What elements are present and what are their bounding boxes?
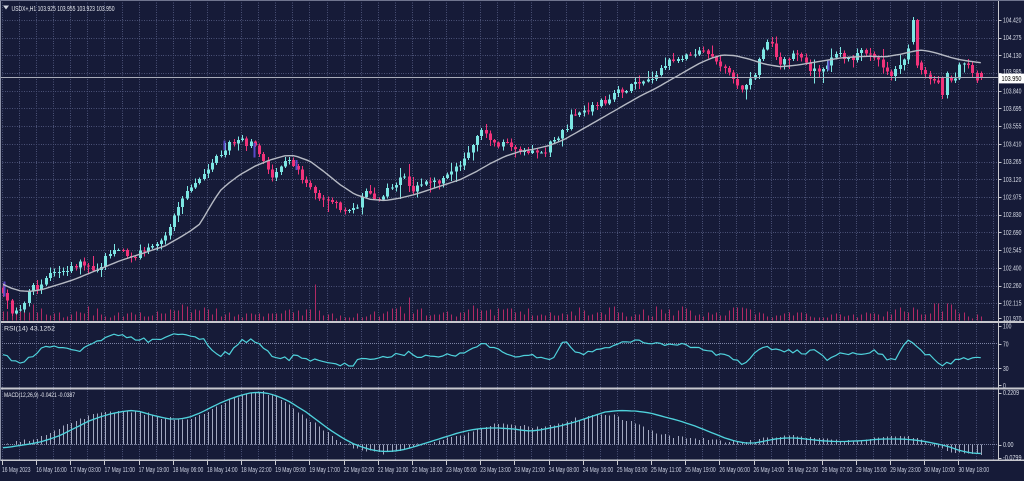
svg-text:104.420: 104.420 — [1003, 18, 1022, 25]
svg-text:103.555: 103.555 — [1003, 124, 1022, 131]
svg-text:104.130: 104.130 — [1003, 53, 1022, 60]
svg-text:102.400: 102.400 — [1003, 265, 1022, 272]
svg-text:17 May 03:00: 17 May 03:00 — [70, 467, 101, 474]
svg-text:70: 70 — [1003, 341, 1009, 348]
svg-text:104.275: 104.275 — [1003, 35, 1022, 42]
svg-text:0.00: 0.00 — [1003, 442, 1014, 449]
svg-text:RSI(14) 43.1252: RSI(14) 43.1252 — [4, 326, 55, 333]
svg-text:18 May 06:00: 18 May 06:00 — [173, 467, 204, 474]
svg-text:103.840: 103.840 — [1003, 88, 1022, 95]
svg-text:MACD(12,26,9) -0.0421 -0.0387: MACD(12,26,9) -0.0421 -0.0387 — [4, 392, 75, 399]
svg-text:100: 100 — [1003, 324, 1011, 331]
svg-text:24 May 08:00: 24 May 08:00 — [549, 467, 580, 474]
svg-text:23 May 13:00: 23 May 13:00 — [480, 467, 511, 474]
svg-text:103.410: 103.410 — [1003, 141, 1022, 148]
svg-text:29 May 23:00: 29 May 23:00 — [890, 467, 921, 474]
svg-text:103.695: 103.695 — [1003, 106, 1022, 113]
svg-text:103.950: 103.950 — [1002, 76, 1022, 83]
svg-text:18 May 22:00: 18 May 22:00 — [241, 467, 272, 474]
svg-text:29 May 15:00: 29 May 15:00 — [856, 467, 887, 474]
svg-text:23 May 21:00: 23 May 21:00 — [514, 467, 545, 474]
svg-text:22 May 10:00: 22 May 10:00 — [378, 467, 409, 474]
svg-text:22 May 02:00: 22 May 02:00 — [344, 467, 375, 474]
svg-text:USDX+,H1 103.925 103.955 103.9: USDX+,H1 103.925 103.955 103.923 103.950 — [12, 4, 115, 13]
svg-text:18 May 14:00: 18 May 14:00 — [207, 467, 238, 474]
svg-text:101.970: 101.970 — [1003, 316, 1022, 323]
svg-text:26 May 14:00: 26 May 14:00 — [754, 467, 785, 474]
svg-text:26 May 06:00: 26 May 06:00 — [719, 467, 750, 474]
svg-text:26 May 22:00: 26 May 22:00 — [788, 467, 819, 474]
svg-text:102.830: 102.830 — [1003, 212, 1022, 219]
svg-text:25 May 03:00: 25 May 03:00 — [617, 467, 648, 474]
svg-text:-0.0799: -0.0799 — [1003, 455, 1022, 462]
svg-text:16 May 16:00: 16 May 16:00 — [36, 467, 67, 474]
svg-text:29 May 07:00: 29 May 07:00 — [822, 467, 853, 474]
svg-text:19 May 09:00: 19 May 09:00 — [275, 467, 306, 474]
svg-text:102.260: 102.260 — [1003, 283, 1022, 290]
svg-text:0: 0 — [1003, 383, 1006, 390]
svg-text:102.115: 102.115 — [1003, 301, 1022, 308]
svg-text:30 May 18:00: 30 May 18:00 — [959, 467, 990, 474]
svg-text:30 May 10:00: 30 May 10:00 — [924, 467, 955, 474]
svg-text:25 May 19:00: 25 May 19:00 — [685, 467, 716, 474]
svg-text:103.265: 103.265 — [1003, 159, 1022, 166]
svg-text:23 May 05:00: 23 May 05:00 — [446, 467, 477, 474]
svg-text:0.2209: 0.2209 — [1003, 390, 1019, 397]
svg-text:30: 30 — [1003, 366, 1009, 373]
svg-text:19 May 17:00: 19 May 17:00 — [309, 467, 340, 474]
svg-text:24 May 16:00: 24 May 16:00 — [583, 467, 614, 474]
svg-text:103.985: 103.985 — [1003, 69, 1022, 76]
svg-text:102.975: 102.975 — [1003, 195, 1022, 202]
svg-text:17 May 19:00: 17 May 19:00 — [139, 467, 170, 474]
svg-text:102.545: 102.545 — [1003, 248, 1022, 255]
svg-text:17 May 11:00: 17 May 11:00 — [105, 467, 136, 474]
svg-text:25 May 11:00: 25 May 11:00 — [651, 467, 682, 474]
svg-text:22 May 18:00: 22 May 18:00 — [412, 467, 443, 474]
svg-text:16 May 2023: 16 May 2023 — [2, 467, 31, 474]
svg-text:102.690: 102.690 — [1003, 230, 1022, 237]
svg-text:103.120: 103.120 — [1003, 177, 1022, 184]
